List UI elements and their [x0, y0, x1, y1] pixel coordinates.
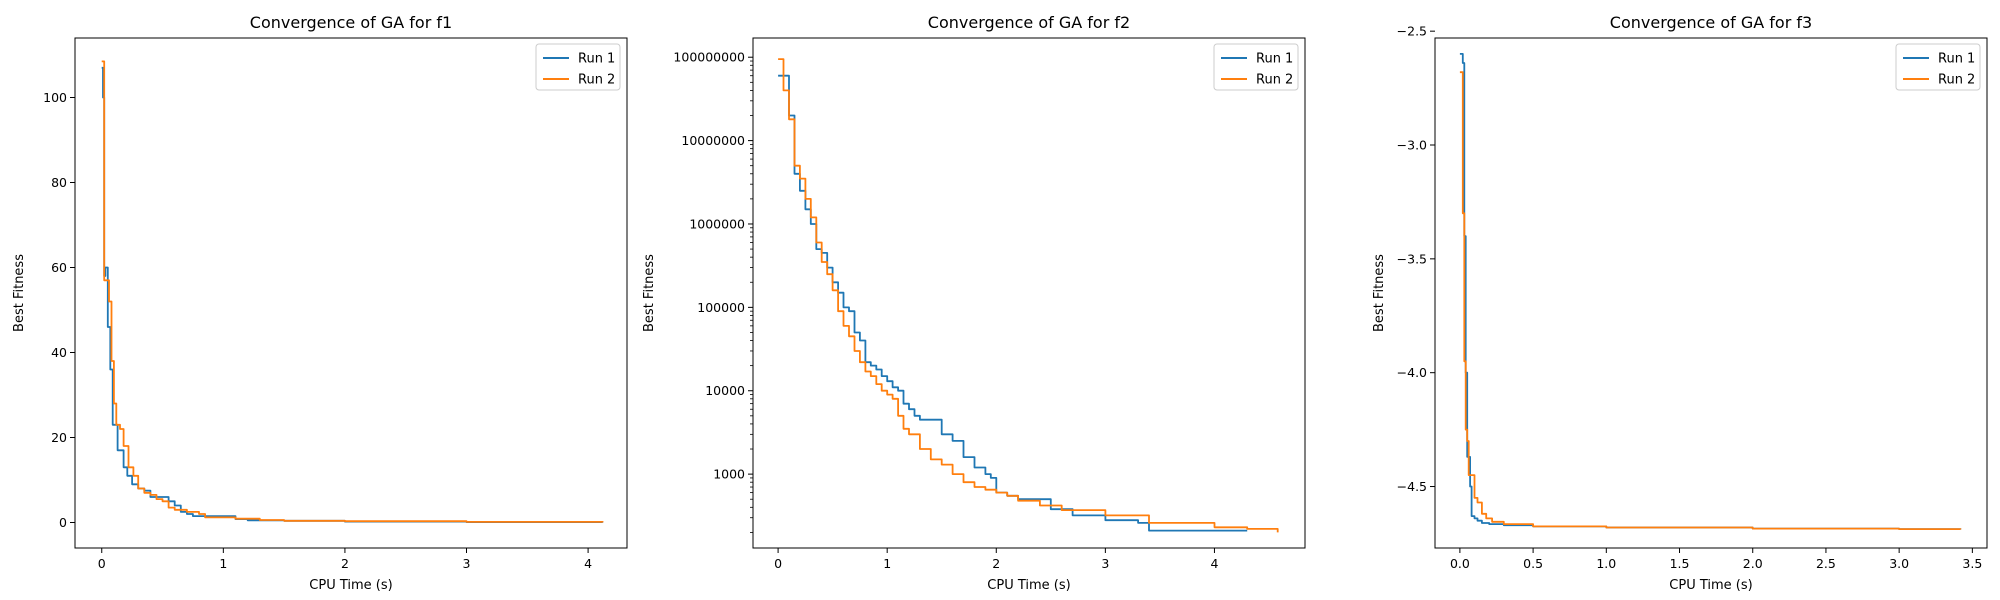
legend-label: Run 1 — [1938, 52, 1975, 67]
x-tick-label: 0.0 — [1450, 556, 1470, 571]
x-tick-label: 3.0 — [1889, 556, 1909, 571]
y-tick-label: 60 — [51, 260, 67, 275]
y-tick-label: 1000 — [713, 467, 745, 482]
legend-label: Run 1 — [1256, 52, 1293, 67]
series-line-1 — [778, 74, 1248, 532]
y-tick-label: −2.5 — [1397, 24, 1427, 39]
y-tick-label: 20 — [51, 430, 67, 445]
x-tick-label: 2 — [341, 556, 349, 571]
chart-title: Convergence of GA for f1 — [250, 13, 452, 32]
chart-title: Convergence of GA for f3 — [1610, 13, 1812, 32]
x-tick-label: 0.5 — [1523, 556, 1543, 571]
y-tick-label: −4.0 — [1397, 365, 1427, 380]
y-tick-label: 10000000 — [681, 133, 745, 148]
x-tick-label: 3 — [463, 556, 471, 571]
chart-panel-2: 0 1 2 3 4 1000 10000 100000 1000000 10000000 10000… — [642, 13, 1306, 593]
x-axis-label: CPU Time (s) — [1669, 578, 1752, 593]
axes-frame — [752, 37, 1306, 549]
y-tick-label: 100000 — [697, 300, 745, 315]
y-tick-label: 40 — [51, 345, 67, 360]
legend-label: Run 2 — [1256, 73, 1293, 88]
x-tick-label: 4 — [584, 556, 592, 571]
series-line-1 — [1459, 53, 1962, 530]
legend: Run 1 Run 2 — [1895, 43, 1981, 91]
x-tick-label: 3.5 — [1962, 556, 1982, 571]
x-axis-label: CPU Time (s) — [309, 578, 392, 593]
x-tick-label: 1.5 — [1670, 556, 1690, 571]
legend: Run 1 Run 2 — [535, 43, 621, 91]
x-tick-label: 2 — [992, 556, 1000, 571]
x-axis-label: CPU Time (s) — [987, 578, 1070, 593]
y-tick-label: 100 — [43, 90, 67, 105]
x-tick-label: 3 — [1101, 556, 1109, 571]
y-tick-label: 10000 — [705, 383, 745, 398]
x-tick-label: 1 — [219, 556, 227, 571]
series-line-1 — [101, 66, 604, 523]
y-tick-label: 100000000 — [673, 50, 745, 65]
legend-label: Run 2 — [1938, 73, 1975, 88]
legend-label: Run 2 — [578, 73, 615, 88]
x-tick-label: 0 — [774, 556, 782, 571]
x-tick-label: 0 — [98, 556, 106, 571]
axes-frame — [1434, 37, 1988, 549]
legend: Run 1 Run 2 — [1213, 43, 1299, 91]
x-tick-label: 1 — [883, 556, 891, 571]
chart-panel-3: 0.0 0.5 1.0 1.5 2.0 2.5 3.0 3.5 −4.5 −4.0 −3.5 −3.0… — [1372, 13, 1988, 593]
y-axis-label: Best Fitness — [12, 254, 27, 332]
y-tick-label: −3.0 — [1397, 138, 1427, 153]
y-axis-label: Best Fitness — [1372, 254, 1387, 332]
axes-frame — [74, 37, 628, 549]
x-tick-label: 4 — [1210, 556, 1218, 571]
y-tick-label: −4.5 — [1397, 479, 1427, 494]
y-tick-label: 80 — [51, 175, 67, 190]
series-line-2 — [1459, 71, 1962, 530]
series-line-2 — [101, 60, 604, 523]
y-tick-label: −3.5 — [1397, 251, 1427, 266]
chart-title: Convergence of GA for f2 — [928, 13, 1130, 32]
y-axis-label: Best Fitness — [642, 254, 657, 332]
series-line-2 — [778, 58, 1279, 533]
y-tick-label: 0 — [59, 515, 67, 530]
legend-label: Run 1 — [578, 52, 615, 67]
x-tick-label: 2.5 — [1816, 556, 1836, 571]
y-tick-label: 1000000 — [689, 216, 745, 231]
x-tick-label: 2.0 — [1743, 556, 1763, 571]
x-tick-label: 1.0 — [1596, 556, 1616, 571]
